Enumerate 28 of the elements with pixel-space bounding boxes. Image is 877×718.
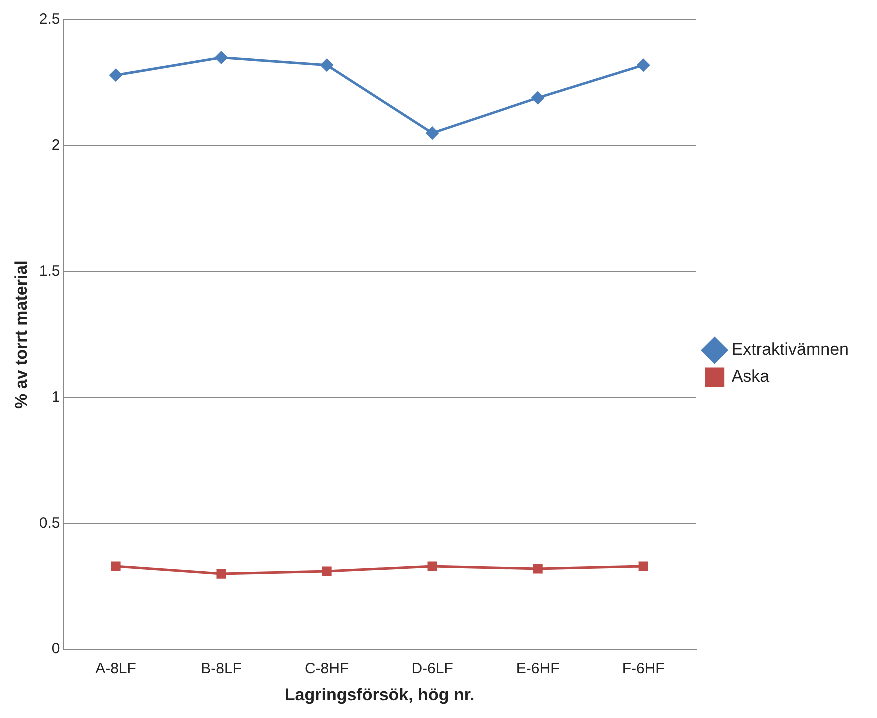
x-tick-label: F-6HF	[622, 660, 665, 678]
point	[426, 127, 439, 140]
y-tick-label: 0.5	[39, 514, 60, 532]
x-tick-label: B-8LF	[201, 660, 242, 678]
point	[637, 59, 650, 72]
point	[320, 59, 334, 72]
x-axis-title: Lagringsförsök, hög nr.	[284, 685, 475, 704]
y-tick-label: 0	[52, 640, 60, 658]
y-tick-label: 2	[52, 137, 60, 154]
y-tick-label: 1.5	[39, 262, 60, 280]
point	[532, 92, 544, 104]
point	[322, 566, 332, 576]
point	[216, 569, 226, 579]
point	[110, 69, 122, 82]
point	[428, 562, 438, 572]
y-tick-label: 1	[52, 388, 60, 406]
x-tick-label: A-8LF	[96, 660, 136, 678]
point	[638, 562, 648, 572]
point	[533, 564, 543, 574]
x-tick-label: C-8HF	[304, 660, 350, 678]
point	[215, 52, 228, 64]
point	[111, 562, 121, 572]
legend-label: Aska	[732, 367, 770, 386]
legend-label: Extraktivämnen	[732, 340, 850, 360]
x-tick-label: E-6HF	[516, 660, 560, 678]
x-tick-label: D-6LF	[412, 660, 454, 678]
y-tick-label: 2.5	[39, 11, 60, 28]
y-axis-title: % av torrt material	[12, 260, 31, 409]
